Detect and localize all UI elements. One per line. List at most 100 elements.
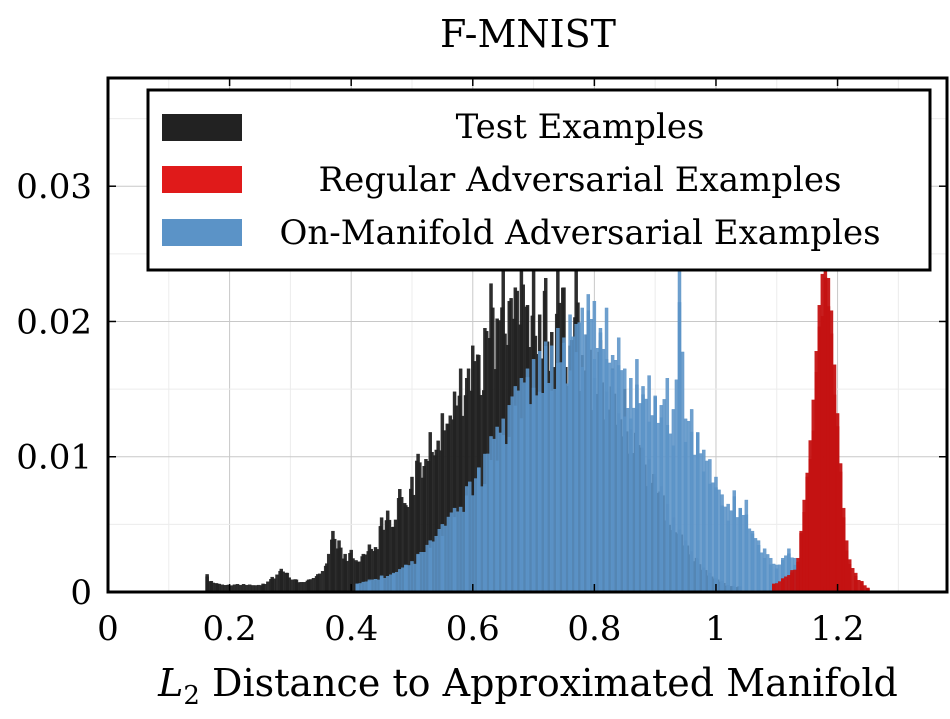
legend-swatch-on-manifold xyxy=(162,219,242,246)
on-manifold-bar xyxy=(474,478,478,593)
regular-bar xyxy=(808,440,812,593)
on-manifold-bar xyxy=(398,569,402,593)
on-manifold-bar xyxy=(458,506,463,593)
on-manifold-bar xyxy=(513,386,518,593)
test-bar xyxy=(325,563,329,593)
on-manifold-bar xyxy=(699,453,703,593)
on-manifold-bar xyxy=(434,535,439,593)
on-manifold-bar xyxy=(607,362,612,593)
on-manifold-bar xyxy=(407,565,411,593)
x-axis-label-text: Distance to Approximated Manifold xyxy=(200,661,898,705)
on-manifold-bar xyxy=(765,554,770,593)
on-manifold-bar xyxy=(544,341,548,593)
x-tick-label: 1.2 xyxy=(811,609,865,649)
on-manifold-bar xyxy=(613,359,618,593)
regular-bar xyxy=(829,310,834,593)
on-manifold-bar xyxy=(495,426,499,593)
on-manifold-bar xyxy=(468,481,472,593)
x-tick-label: 0.2 xyxy=(203,609,257,649)
test-bar xyxy=(279,568,283,593)
on-manifold-bar xyxy=(753,538,758,593)
x-tick-label: 0.8 xyxy=(567,609,621,649)
on-manifold-bar xyxy=(483,453,487,593)
on-manifold-bar xyxy=(723,506,727,593)
test-bar xyxy=(337,540,341,593)
on-manifold-bar xyxy=(592,300,597,593)
on-manifold-bar xyxy=(732,490,736,593)
test-bar xyxy=(294,579,299,593)
on-manifold-bar xyxy=(601,348,606,593)
legend-label-on-manifold: On-Manifold Adversarial Examples xyxy=(279,213,880,253)
x-tick-label: 0 xyxy=(97,609,119,649)
on-manifold-bar xyxy=(644,398,648,593)
on-manifold-bar xyxy=(577,322,581,593)
on-manifold-bar xyxy=(714,476,718,593)
regular-bar xyxy=(778,581,782,593)
on-manifold-bar xyxy=(589,319,594,593)
series-regular-adversarial-examples xyxy=(772,260,870,593)
regular-bar xyxy=(838,463,843,593)
on-manifold-bar xyxy=(768,557,773,593)
x-axis-label: L2 Distance to Approximated Manifold xyxy=(157,661,898,711)
on-manifold-bar xyxy=(756,540,761,593)
on-manifold-bar xyxy=(604,307,609,593)
test-bar xyxy=(209,580,214,593)
on-manifold-bar xyxy=(635,359,639,593)
regular-bar xyxy=(823,260,828,593)
on-manifold-bar xyxy=(449,512,454,593)
x-tick-label: 1 xyxy=(705,609,727,649)
on-manifold-bar xyxy=(419,552,423,593)
test-bar xyxy=(320,571,325,593)
legend-swatch-regular xyxy=(162,166,242,193)
on-manifold-bar xyxy=(370,579,375,593)
test-bar xyxy=(290,579,294,593)
on-manifold-bar xyxy=(492,438,496,593)
on-manifold-bar xyxy=(574,323,578,593)
on-manifold-bar xyxy=(452,507,457,593)
on-manifold-bar xyxy=(568,314,572,593)
test-bar xyxy=(285,572,290,593)
regular-bar xyxy=(851,568,855,593)
on-manifold-bar xyxy=(674,379,679,593)
on-manifold-bar xyxy=(428,540,432,593)
on-manifold-bar xyxy=(729,510,733,593)
regular-bar xyxy=(860,580,864,593)
on-manifold-bar xyxy=(735,517,739,593)
on-manifold-bar xyxy=(510,396,515,593)
regular-bar xyxy=(805,472,809,593)
regular-bar xyxy=(793,569,797,593)
on-manifold-bar xyxy=(595,348,600,593)
on-manifold-bar xyxy=(531,359,536,593)
test-bar xyxy=(343,553,347,593)
on-manifold-bar xyxy=(464,486,469,593)
on-manifold-bar xyxy=(392,572,396,593)
on-manifold-bar xyxy=(440,524,445,593)
on-manifold-bar xyxy=(376,579,381,593)
on-manifold-bar xyxy=(480,486,484,593)
regular-bar xyxy=(857,580,861,593)
regular-bar xyxy=(854,572,858,593)
on-manifold-bar xyxy=(641,386,645,593)
on-manifold-bar xyxy=(373,578,378,593)
on-manifold-bar xyxy=(410,561,414,593)
regular-bar xyxy=(835,413,840,593)
on-manifold-bar xyxy=(540,393,545,593)
legend-box xyxy=(146,88,932,272)
on-manifold-bar xyxy=(659,405,663,593)
on-manifold-bar xyxy=(437,528,442,593)
on-manifold-bar xyxy=(489,436,493,593)
on-manifold-bar xyxy=(559,362,563,593)
on-manifold-bar xyxy=(683,418,688,593)
on-manifold-bar xyxy=(379,575,384,593)
on-manifold-bar xyxy=(586,294,591,593)
on-manifold-bar xyxy=(610,355,615,593)
on-manifold-bar xyxy=(741,515,746,593)
on-manifold-bar xyxy=(696,432,700,593)
test-bar xyxy=(266,581,270,593)
on-manifold-bar xyxy=(556,328,560,593)
on-manifold-bar xyxy=(537,351,542,593)
on-manifold-bar xyxy=(750,530,755,593)
on-manifold-bar xyxy=(522,382,527,593)
test-bar xyxy=(270,576,274,593)
